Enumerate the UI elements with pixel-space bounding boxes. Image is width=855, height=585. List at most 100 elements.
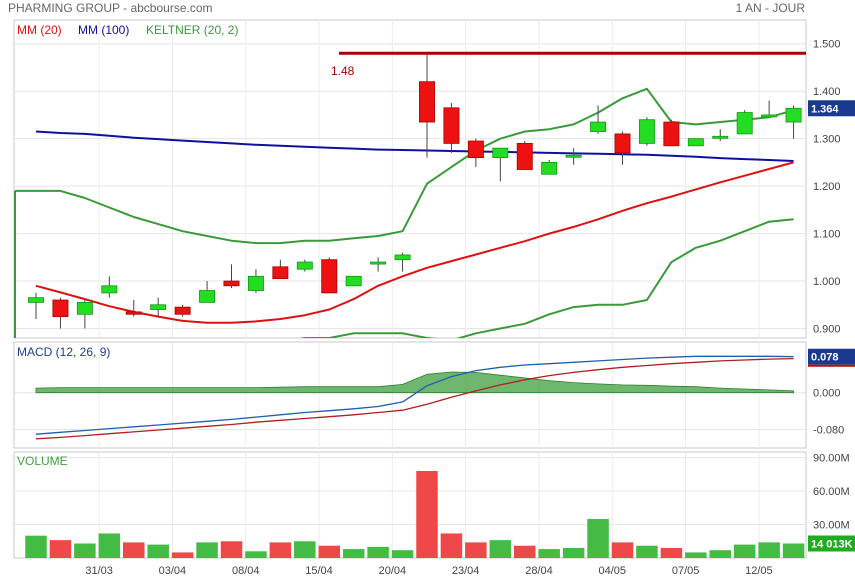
candle: [785, 105, 802, 139]
macd-badge-label: 0.078: [811, 352, 839, 364]
keltner-lower-line: [299, 218, 794, 338]
candle-body-down: [125, 311, 142, 315]
x-tick-label: 31/03: [85, 565, 113, 577]
volume-bar: [196, 542, 218, 558]
candle: [345, 275, 362, 287]
candle-body-up: [785, 107, 802, 123]
candle: [614, 131, 631, 165]
candle-body-up: [638, 119, 655, 144]
candle-body-down: [467, 140, 484, 159]
candle: [321, 257, 338, 294]
candle: [565, 148, 582, 165]
volume-bar: [440, 533, 463, 558]
volume-bar: [318, 545, 341, 558]
price-tick-label: 0.900: [813, 324, 841, 336]
volume-bar: [49, 540, 72, 558]
x-tick-label: 03/04: [159, 565, 187, 577]
candle: [150, 297, 167, 317]
volume-title: VOLUME: [17, 454, 68, 468]
candle: [76, 300, 93, 329]
volume-bar: [269, 542, 292, 558]
volume-bar: [245, 551, 267, 558]
volume-bar: [367, 546, 389, 558]
price-badge: [808, 100, 855, 117]
candle-body-up: [590, 121, 607, 132]
x-tick-label: 12/05: [745, 565, 773, 577]
volume-bar: [74, 543, 96, 558]
volume-bar: [171, 552, 194, 558]
keltner-upper-line: [36, 87, 794, 245]
candle: [272, 259, 289, 280]
candle-body-down: [443, 107, 460, 144]
volume-bar: [342, 549, 365, 558]
volume-bar: [220, 541, 243, 558]
volume-bar: [636, 545, 658, 558]
candle-body-up: [492, 147, 509, 159]
volume-bar: [513, 545, 536, 558]
candle-body-up: [199, 290, 216, 303]
candle: [394, 252, 411, 272]
candle: [101, 276, 118, 298]
candle: [370, 257, 387, 272]
candle-body-down: [663, 121, 680, 147]
volume-bar: [98, 533, 121, 558]
candle: [638, 117, 655, 146]
price-badge-label: 1.364: [811, 103, 839, 115]
legend-mm20: MM (20): [17, 23, 62, 37]
candle-body-down: [614, 133, 631, 154]
volume-bar: [587, 518, 609, 558]
candle-body-down: [52, 299, 69, 318]
volume-bar: [709, 550, 732, 558]
macd-tick-label: -0.080: [813, 425, 844, 437]
candle-body-down: [516, 143, 533, 170]
candle-body-down: [223, 280, 240, 287]
candle-body-up: [712, 135, 729, 139]
macd-title: MACD (12, 26, 9): [17, 345, 110, 359]
candle: [443, 103, 460, 153]
candle: [174, 304, 191, 317]
price-panel: [13, 19, 807, 339]
macd-tick-label: 0.000: [813, 388, 841, 400]
candle: [223, 264, 240, 289]
candle-body-up: [28, 297, 44, 303]
candle: [199, 281, 216, 303]
x-tick-label: 20/04: [379, 565, 407, 577]
mm100-line: [35, 130, 794, 162]
macd-badge: [808, 348, 855, 365]
x-tick-label: 07/05: [672, 565, 700, 577]
candle: [712, 129, 729, 142]
volume-bar: [538, 549, 560, 558]
candle-body-down: [272, 266, 289, 280]
legend-keltner: KELTNER (20, 2): [146, 23, 238, 37]
candle-body-up: [565, 154, 582, 158]
candle-body-up: [370, 261, 387, 265]
volume-bar: [465, 542, 487, 558]
volume-bar: [122, 542, 145, 558]
header-timeframe: 1 AN - JOUR: [736, 1, 806, 15]
legend-mm100: MM (100): [78, 23, 129, 37]
volume-badge: [808, 535, 855, 552]
candle: [761, 100, 778, 118]
candle-body-down: [321, 259, 338, 294]
volume-bar: [416, 470, 438, 558]
volume-bar: [25, 535, 47, 558]
price-tick-label: 1.000: [813, 276, 841, 288]
header-title: PHARMING GROUP - abcbourse.com: [8, 1, 213, 15]
candle-body-up: [687, 138, 704, 147]
volume-badge-label: 14 013K: [811, 538, 853, 550]
volume-bar: [611, 542, 634, 558]
candle-body-up: [541, 161, 558, 175]
candle: [247, 269, 264, 293]
macd-histogram: [35, 371, 794, 394]
candle: [52, 297, 69, 329]
volume-panel: [13, 451, 807, 559]
x-tick-label: 23/04: [452, 565, 480, 577]
candle-body-down: [174, 306, 191, 315]
candle: [736, 110, 753, 135]
price-tick-label: 1.100: [813, 229, 841, 241]
candle-body-up: [150, 304, 167, 310]
candle: [687, 138, 704, 147]
volume-bar: [489, 540, 512, 558]
candle-body-up: [247, 275, 264, 291]
